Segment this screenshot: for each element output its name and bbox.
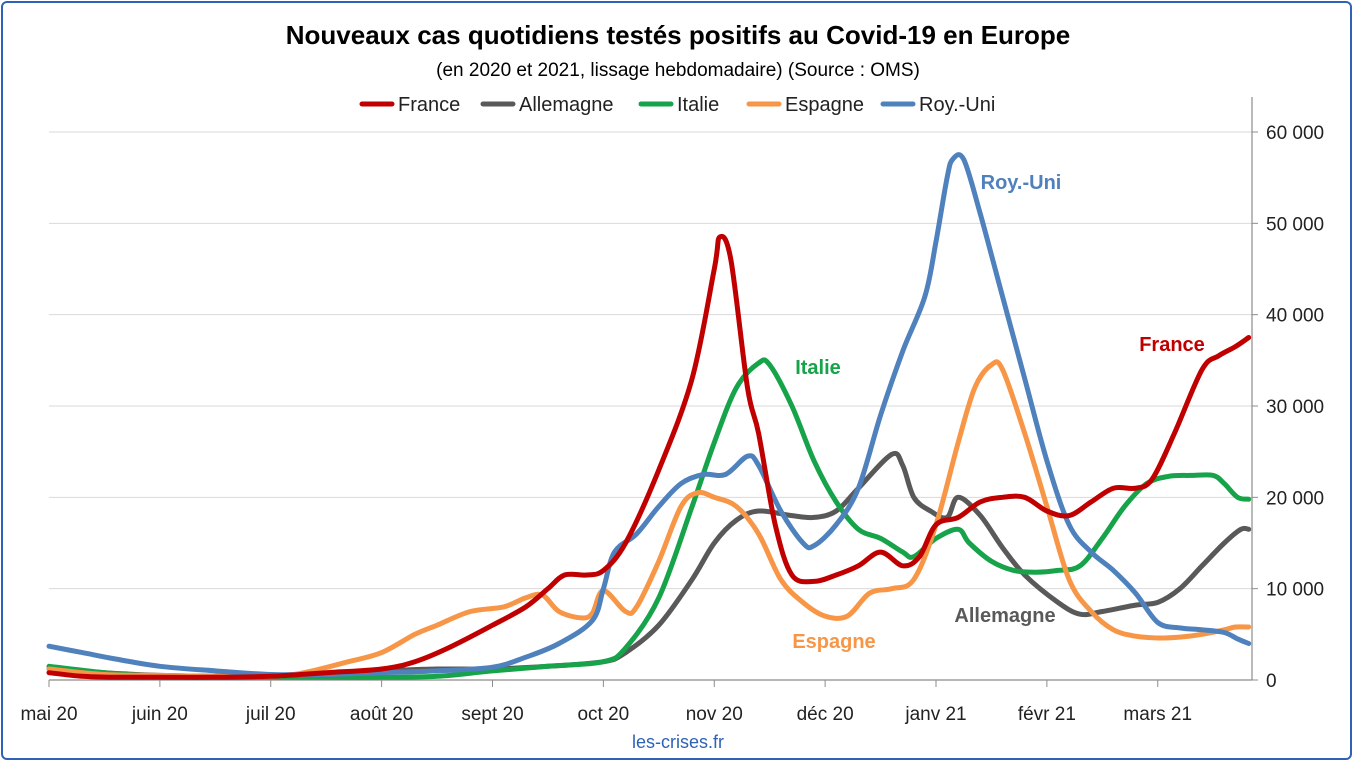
annotation-roy-uni: Roy.-Uni (981, 172, 1062, 194)
x-tick-label: mai 20 (20, 704, 77, 725)
series-line-allemagne (46, 450, 1252, 679)
x-tick-label: juin 20 (131, 704, 188, 725)
y-tick-label: 60 000 (1266, 123, 1324, 144)
x-tick-label: févr 21 (1018, 704, 1076, 725)
legend: France Allemagne Italie Espagne Roy.-Uni (359, 94, 995, 116)
y-tick-label: 10 000 (1266, 580, 1324, 601)
gridlines (49, 131, 1252, 590)
axes (48, 97, 1258, 687)
legend-label-italie: Italie (677, 94, 719, 116)
tick-labels: 0 10 000 20 000 30 000 40 000 50 000 60 000 mai… (20, 123, 1324, 725)
x-tick-label: mars 21 (1123, 704, 1192, 725)
legend-label-espagne: Espagne (785, 94, 864, 116)
annotation-allemagne: Allemagne (954, 605, 1055, 627)
chart-title: Nouveaux cas quotidiens testés positifs … (286, 20, 1071, 50)
series-lines (46, 152, 1252, 680)
y-tick-label: 0 (1266, 671, 1277, 692)
x-tick-label: nov 20 (686, 704, 743, 725)
x-tick-label: août 20 (350, 704, 413, 725)
series-line-espagne (46, 359, 1252, 680)
x-tick-label: janv 21 (904, 704, 966, 725)
legend-label-france: France (398, 94, 460, 116)
annotation-espagne: Espagne (792, 631, 875, 653)
y-tick-label: 20 000 (1266, 488, 1324, 509)
legend-label-roy-uni: Roy.-Uni (919, 94, 995, 116)
legend-label-allemagne: Allemagne (519, 94, 614, 116)
y-tick-label: 30 000 (1266, 397, 1324, 418)
series-annotations: France Allemagne Italie Espagne Roy.-Uni (792, 172, 1204, 653)
x-tick-label: sept 20 (461, 704, 523, 725)
series-line-france (46, 233, 1252, 680)
x-tick-label: déc 20 (797, 704, 854, 725)
y-tick-label: 40 000 (1266, 306, 1324, 327)
chart-subtitle: (en 2020 et 2021, lissage hebdomadaire) … (436, 60, 920, 81)
x-tick-label: juil 20 (245, 704, 296, 725)
y-tick-label: 50 000 (1266, 214, 1324, 235)
annotation-italie: Italie (795, 357, 841, 379)
source-note: les-crises.fr (632, 732, 724, 752)
x-tick-label: oct 20 (577, 704, 629, 725)
series-line-roy-uni (46, 152, 1252, 678)
annotation-france: France (1139, 334, 1205, 356)
